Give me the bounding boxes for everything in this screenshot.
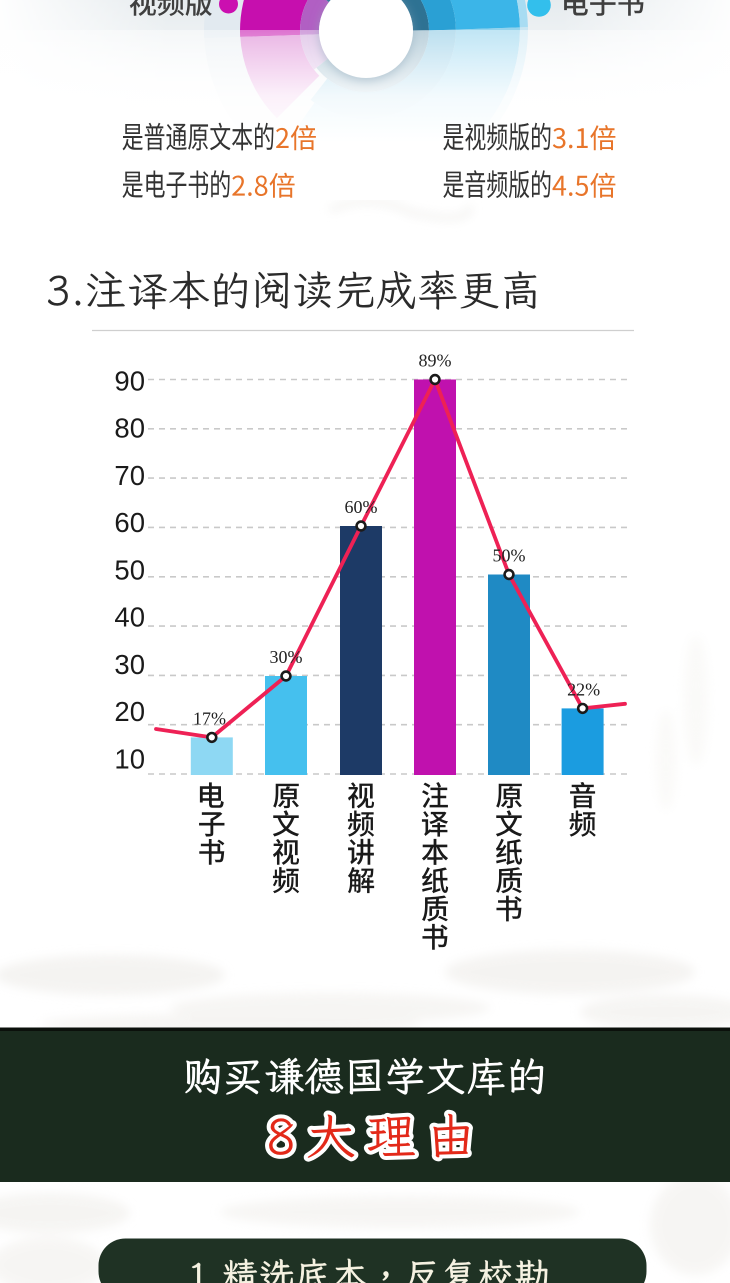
svg-text:20: 20: [114, 696, 145, 727]
svg-text:90: 90: [114, 366, 145, 397]
svg-text:60: 60: [114, 507, 145, 538]
svg-text:40: 40: [114, 602, 145, 633]
svg-text:89%: 89%: [419, 351, 452, 371]
svg-text:22%: 22%: [567, 679, 600, 699]
svg-text:50: 50: [114, 554, 145, 585]
svg-text:50%: 50%: [493, 546, 526, 566]
svg-text:17%: 17%: [193, 708, 226, 728]
svg-text:30: 30: [114, 649, 145, 680]
svg-text:60%: 60%: [345, 497, 378, 517]
svg-text:70: 70: [114, 460, 145, 491]
svg-text:80: 80: [114, 413, 145, 444]
svg-text:10: 10: [114, 743, 145, 774]
svg-text:30%: 30%: [270, 647, 303, 667]
